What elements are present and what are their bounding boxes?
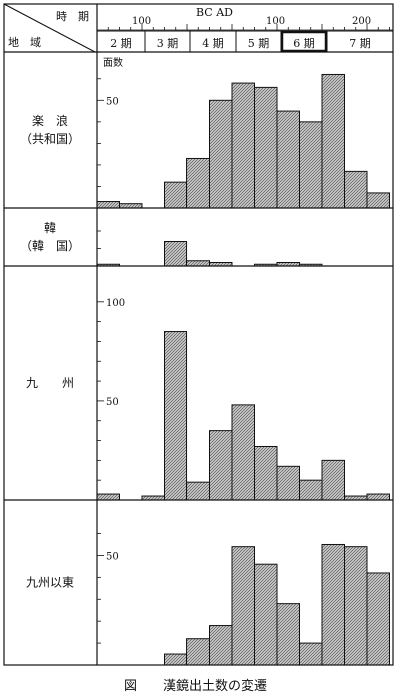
bar (276, 603, 300, 666)
y-unit-label: 面数 (103, 56, 123, 69)
region-name: 楽 浪 (32, 113, 68, 128)
bar (344, 546, 368, 666)
period-label: 4 期 (202, 37, 224, 50)
period-label: 6 期 (293, 37, 315, 50)
bar (119, 203, 143, 209)
bar (96, 493, 120, 501)
y-tick-label: 50 (106, 96, 119, 107)
era-label: BC AD (196, 6, 233, 19)
table-frame (3, 3, 394, 666)
period-label: 2 期 (110, 37, 132, 50)
bar (186, 481, 211, 501)
bar (321, 73, 345, 209)
bar (276, 110, 300, 209)
panel-2: 九 州 50 100 (26, 298, 390, 501)
bar (186, 638, 211, 666)
bar (344, 170, 368, 209)
bar (321, 459, 345, 501)
region-name: （共和国） (20, 132, 80, 146)
bar (254, 86, 278, 209)
bar (254, 445, 278, 501)
panel-0: 楽 浪 （共和国） 50 面数 (20, 56, 390, 209)
year-tick-label-2: 200 (352, 16, 371, 27)
year-tick-label-1: 100 (266, 16, 285, 27)
bar (366, 572, 390, 666)
bar (231, 404, 255, 501)
period-label: 3 期 (157, 37, 179, 50)
header-diagonal (3, 3, 96, 53)
bar (299, 121, 323, 209)
highlighted-period-box (280, 30, 328, 53)
region-name: 九州以東 (26, 576, 74, 590)
region-name: （韓 国） (20, 239, 80, 253)
outer-border (3, 3, 394, 666)
bar (366, 493, 390, 501)
bar (299, 479, 323, 501)
bar (276, 465, 300, 501)
bar (164, 181, 188, 209)
bar (231, 82, 255, 209)
bar (164, 241, 188, 267)
bar (209, 99, 233, 209)
bar (209, 625, 233, 666)
period-label: 7 期 (349, 37, 371, 50)
y-tick-label: 50 (106, 397, 119, 408)
region-label: 地 域 (8, 36, 41, 49)
bar (164, 331, 188, 501)
y-tick-label: 50 (106, 551, 119, 562)
bar (96, 201, 120, 209)
figure-caption: 図 漢鏡出土数の変遷 (124, 678, 267, 694)
bar (209, 430, 233, 501)
y-tick-label: 100 (106, 298, 125, 309)
bar (186, 157, 211, 209)
table-header: 時 期 地 域 BC AD 100 100 200 2 期 3 期 4 期 5 期 6 … (3, 3, 393, 53)
panel-1: 韓 （韓 国） (20, 221, 323, 267)
bar (366, 192, 390, 209)
panel-3: 九州以東 50 (26, 533, 390, 666)
region-name: 九 州 (26, 376, 74, 390)
bar (186, 260, 211, 267)
time-label: 時 期 (56, 10, 89, 23)
bar (321, 543, 345, 666)
bar (231, 546, 255, 666)
period-label: 5 期 (248, 37, 270, 50)
bar (299, 642, 323, 666)
year-tick-label-0: 100 (132, 16, 151, 27)
region-name: 韓 (44, 221, 56, 235)
bar (254, 563, 278, 666)
bar (164, 653, 188, 666)
